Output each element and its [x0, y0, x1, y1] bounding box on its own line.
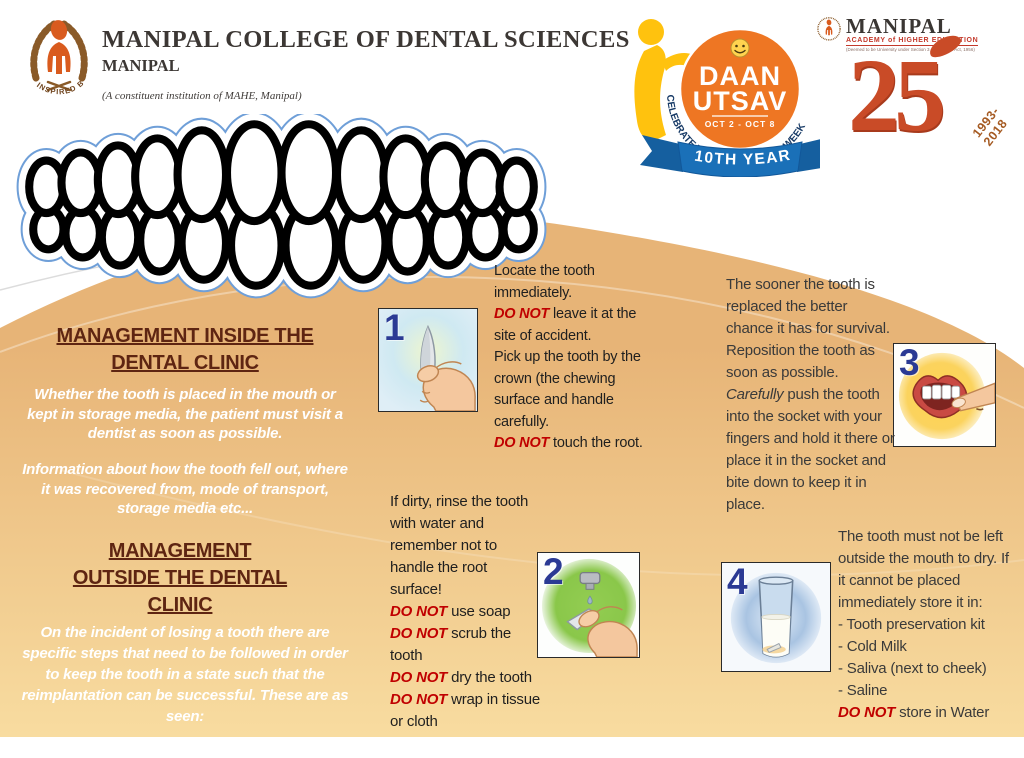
- hand-holding-tooth-icon: [379, 309, 477, 411]
- manipal-inspired-by-life-logo: INSPIRED BY LIFE: [18, 12, 88, 96]
- step2-number: 2: [543, 551, 564, 592]
- step1-number: 1: [384, 307, 405, 348]
- step4-text: The tooth must not be left outside the m…: [838, 528, 1009, 721]
- daan-word: DAAN: [699, 61, 781, 91]
- rinsing-tooth-under-tap-icon: [538, 553, 639, 657]
- step3-image: 3: [893, 342, 996, 447]
- mahe-brand: MANIPAL: [846, 14, 952, 38]
- step1-text: Locate the tooth immediately. DO NOT lea…: [494, 263, 643, 451]
- mahe-academy-line: ACADEMY of HIGHER EDUCATION: [846, 37, 979, 44]
- step3-number: 3: [899, 342, 920, 383]
- step4-image: 4: [721, 561, 831, 672]
- mahe-25-number: 25: [848, 38, 946, 153]
- paragraph-outside-1: On the incident of losing a tooth there …: [21, 624, 349, 725]
- college-note: (A constituent institution of MAHE, Mani…: [102, 90, 302, 102]
- college-title: MANIPAL COLLEGE OF DENTAL SCIENCES: [102, 26, 630, 53]
- daan-ribbon-text: 10TH YEAR: [693, 147, 791, 169]
- step2-text: If dirty, rinse the tooth with water and…: [390, 493, 541, 730]
- step3-text: The sooner the tooth is replaced the bet…: [726, 276, 895, 513]
- step2-image: 2: [537, 551, 640, 658]
- paragraph-inside-2: Information about how the tooth fell out…: [22, 461, 348, 517]
- heading-management-inside: MANAGEMENT INSIDE THE DENTAL CLINIC: [56, 325, 314, 374]
- giving-figure-icon: [634, 45, 666, 141]
- finger-repositioning-tooth-in-mouth-icon: [894, 344, 995, 446]
- college-subtitle: MANIPAL: [102, 56, 180, 75]
- svg-text:10TH YEAR: 10TH YEAR: [693, 147, 792, 169]
- step1-image: 1: [378, 307, 478, 412]
- teeth-illustration: [16, 114, 547, 299]
- step4-number: 4: [727, 561, 748, 602]
- daan-dates: OCT 2 - OCT 8: [705, 119, 776, 129]
- mahe-25-years-logo: MANIPAL ACADEMY of HIGHER EDUCATION (Dee…: [816, 16, 1018, 168]
- heading-management-outside: MANAGEMENT OUTSIDE THE DENTAL CLINIC: [72, 540, 288, 616]
- mahe-years: 1993-2018: [969, 104, 1011, 149]
- college-header: MANIPAL COLLEGE OF DENTAL SCIENCES MANIP…: [102, 26, 630, 102]
- paragraph-inside-1: Whether the tooth is placed in the mouth…: [27, 386, 343, 442]
- utsav-word: UTSAV: [693, 86, 788, 116]
- mahe-emblem-icon: [817, 17, 841, 41]
- mahe-fineprint: (Deemed to be University under Section 3…: [846, 45, 979, 52]
- tooth-in-glass-of-milk-icon: [722, 563, 830, 671]
- daan-utsav-logo: DAAN UTSAV OCT 2 - OCT 8 CELEBRATE THE J…: [634, 19, 820, 177]
- smiley-icon: [730, 38, 750, 58]
